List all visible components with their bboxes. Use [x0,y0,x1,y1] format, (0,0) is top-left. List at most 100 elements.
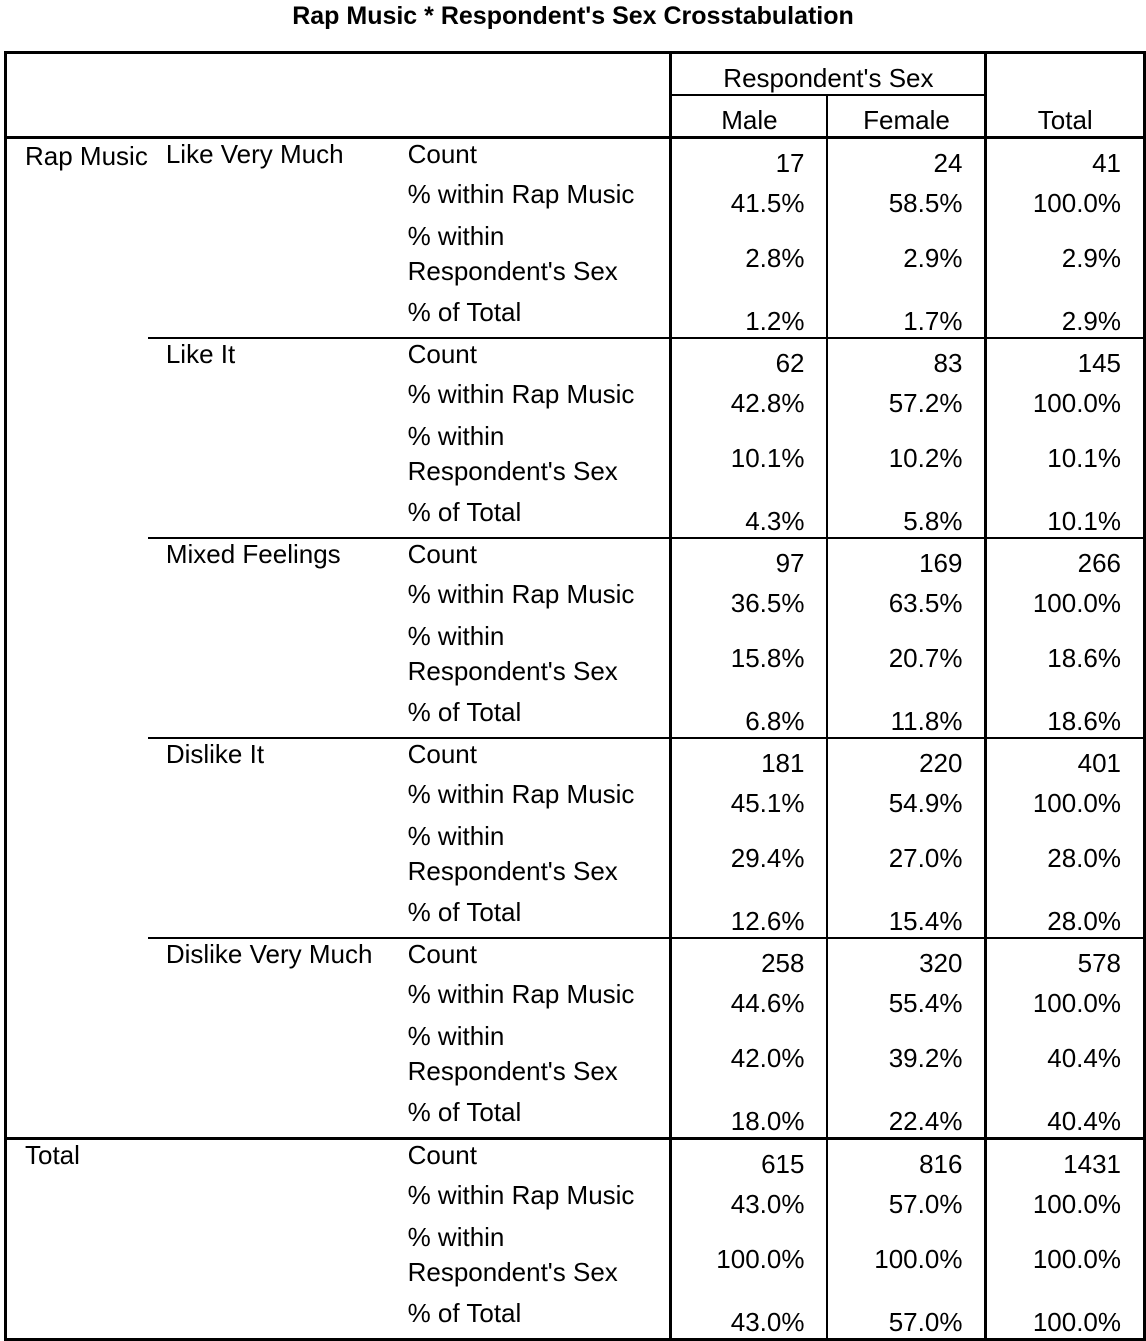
category-label: Dislike Very Much [147,937,402,1139]
cell-female: 63.5% [826,579,986,619]
statistic-label: % within Respondent's Sex [407,1021,618,1086]
cell-female: 83 [826,337,986,379]
column-header-total: Total [984,52,1145,139]
cell-total: 2.9% [984,219,1145,297]
table-row: Rap Music Like Very Much Count 17 24 41 [6,137,1145,179]
cell-female: 816 [826,1137,986,1180]
statistic-label: % within Respondent's Sex [407,621,618,686]
statistic-label: % within Respondent's Sex [407,421,618,486]
statistic-label: % within Rap Music [407,179,635,209]
table-row: % of Total 1.2% 1.7% 2.9% [6,297,1145,338]
cell-female: 15.4% [826,897,986,938]
row-variable-label: Rap Music [25,141,148,171]
table-row: % within Rap Music 41.5% 58.5% 100.0% [6,179,1145,219]
table-row: % within Rap Music 36.5% 63.5% 100.0% [6,579,1145,619]
table-row: Dislike Very Much Count 258 320 578 [6,937,1145,1139]
table-row: % within Respondent's Sex 15.8% 20.7% 18.6% [6,619,1145,697]
cell-male: 2.8% [669,219,828,297]
cell-female: 220 [826,737,986,779]
cell-female: 57.0% [826,1298,986,1340]
cell-female: 55.4% [826,979,986,1019]
table-row: % of Total 18.0% 22.4% 40.4% [6,1097,1145,1139]
statistic-label: Count [401,737,671,779]
statistic-label: Count [401,537,671,579]
table-row: % within Rap Music 42.8% 57.2% 100.0% [6,379,1145,419]
table-row: % within Rap Music 43.0% 57.0% 100.0% [6,1180,1145,1220]
column-group-header: Respondent's Sex [669,52,986,96]
statistic-label: % within Respondent's Sex [407,1222,618,1287]
statistic-label: % of Total [407,897,522,927]
statistic-label: % of Total [407,1097,522,1127]
table-row: % within Rap Music 45.1% 54.9% 100.0% [6,779,1145,819]
cell-female: 39.2% [826,1019,986,1097]
table-row: % within Respondent's Sex 42.0% 39.2% 40.4% [6,1019,1145,1097]
cell-male: 12.6% [669,897,828,938]
cell-total: 2.9% [984,297,1145,338]
table-row: Mixed Feelings Count 97 169 266 [6,537,1145,738]
category-label: Like Very Much [165,139,344,169]
column-header-female: Female [826,95,986,139]
cell-total: 100.0% [984,979,1145,1019]
cell-total: 266 [984,537,1145,579]
table-row: Total Count 615 816 1431 [5,1137,1145,1340]
cell-male: 6.8% [669,697,828,738]
statistic-label: Count [401,937,671,979]
cell-male: 15.8% [669,619,828,697]
cell-total: 578 [984,937,1145,979]
cell-male: 41.5% [669,179,828,219]
table-row: Dislike It Count 181 220 401 [6,737,1145,938]
cell-male: 43.0% [669,1180,828,1220]
cell-female: 22.4% [826,1097,986,1139]
table-row: % of Total 6.8% 11.8% 18.6% [6,697,1145,738]
cell-total: 10.1% [984,497,1145,538]
statistic-label: % within Rap Music [407,779,635,809]
table-row: % of Total 12.6% 15.4% 28.0% [6,897,1145,938]
cell-female: 24 [826,137,986,179]
cell-male: 44.6% [669,979,828,1019]
cell-total: 100.0% [984,579,1145,619]
cell-male: 1.2% [669,297,828,338]
statistic-label: % of Total [407,1298,522,1328]
statistic-label: Count [407,139,477,169]
cell-male: 43.0% [669,1298,828,1340]
cell-total: 145 [984,337,1145,379]
cell-female: 10.2% [826,419,986,497]
cell-male: 181 [669,737,828,779]
cell-female: 20.7% [826,619,986,697]
cell-total: 100.0% [984,1298,1145,1340]
statistic-label: % within Rap Music [407,979,635,1009]
cell-male: 258 [669,937,828,979]
cell-total: 28.0% [984,819,1145,897]
cell-total: 41 [984,137,1145,179]
statistic-label: % within Rap Music [407,579,635,609]
cell-total: 28.0% [984,897,1145,938]
cell-total: 100.0% [984,1220,1145,1298]
cell-male: 42.0% [669,1019,828,1097]
statistic-label: % of Total [407,497,522,527]
category-label: Mixed Feelings [147,537,402,738]
table-row: % within Respondent's Sex 10.1% 10.2% 10.1% [6,419,1145,497]
statistic-label: Count [401,1137,671,1180]
cell-female: 58.5% [826,179,986,219]
cell-male: 18.0% [669,1097,828,1139]
table-title: Rap Music * Respondent's Sex Crosstabula… [292,2,854,30]
statistic-label: % of Total [407,697,522,727]
cell-female: 11.8% [826,697,986,738]
cell-total: 100.0% [984,379,1145,419]
cell-male: 100.0% [669,1220,828,1298]
statistic-label: % of Total [407,297,522,327]
cell-total: 401 [984,737,1145,779]
cell-total: 1431 [984,1137,1145,1180]
category-label: Like It [147,337,402,538]
corner-cell [5,52,671,139]
cell-male: 62 [669,337,828,379]
table-row: % within Respondent's Sex 29.4% 27.0% 28.0% [6,819,1145,897]
cell-female: 5.8% [826,497,986,538]
cell-male: 97 [669,537,828,579]
crosstab-table: Respondent's Sex Total Male Female Rap M… [4,51,1146,1341]
statistic-label: Count [401,337,671,379]
cell-male: 615 [669,1137,828,1180]
cell-female: 320 [826,937,986,979]
cell-total: 18.6% [984,697,1145,738]
statistic-label: % within Rap Music [407,1180,635,1210]
